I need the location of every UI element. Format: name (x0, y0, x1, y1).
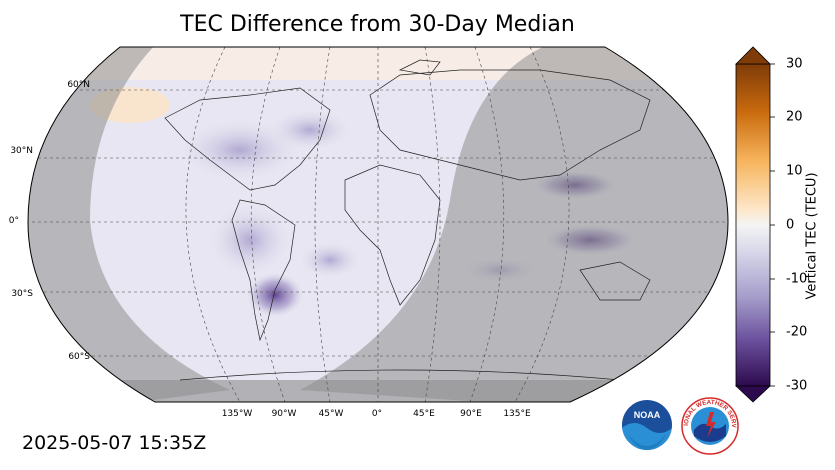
coastlines (164, 59, 651, 381)
lat-label-30s: 30°S (11, 289, 33, 299)
lon-label-135w: 135°W (221, 409, 253, 419)
cbar-tick-minus-30: -30 (786, 378, 808, 394)
anomaly-south-america (210, 205, 290, 275)
night-shade-east (300, 47, 728, 402)
cbar-tick-minus-10: -10 (786, 271, 808, 287)
map-title: TEC Difference from 30-Day Median (180, 12, 575, 37)
anomaly-atlantic (300, 242, 360, 278)
nws-logo-icon: NATIONAL WEATHER SERVICE (680, 396, 739, 455)
lat-label-60s: 60°S (68, 352, 90, 362)
cbar-tick-10: 10 (786, 163, 803, 179)
lon-label-135e: 135°E (503, 409, 531, 419)
lon-label-0: 0° (371, 409, 383, 419)
timestamp: 2025-05-07 15:35Z (22, 432, 207, 454)
noaa-logo-icon: NOAA (622, 400, 672, 450)
cbar-tick-minus-20: -20 (786, 324, 808, 340)
lat-label-30n: 30°N (10, 146, 33, 156)
graticule (28, 47, 728, 402)
globe-outline (27, 46, 729, 403)
lon-label-45e: 45°E (413, 409, 435, 419)
lon-label-45w: 45°W (318, 409, 344, 419)
cbar-tick-30: 30 (786, 56, 803, 72)
noaa-logo-text: NOAA (634, 410, 661, 420)
anomaly-west-pacific (270, 110, 350, 150)
colorbar (734, 46, 775, 403)
cbar-tick-0: 0 (786, 217, 795, 233)
lon-label-90e: 90°E (460, 409, 482, 419)
lon-label-90w: 90°W (271, 409, 297, 419)
anomaly-south-america-tip (247, 273, 303, 317)
lat-label-0: 0° (8, 216, 19, 226)
colorbar-label: Vertical TEC (TECU) (804, 172, 820, 300)
anomaly-north-america (180, 120, 300, 180)
cbar-tick-20: 20 (786, 109, 803, 125)
lat-label-60n: 60°N (67, 80, 90, 90)
